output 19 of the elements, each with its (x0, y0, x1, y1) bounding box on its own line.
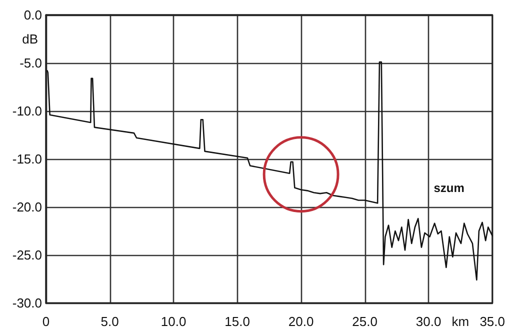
x-tick-label: 5.0 (100, 314, 119, 329)
line-series (46, 61, 493, 281)
y-axis-title: dB (22, 32, 38, 46)
y-tick-label: -25.0 (12, 248, 42, 262)
annotation: szum (434, 180, 464, 195)
x-tick-label: 20.0 (288, 314, 314, 329)
y-tick-label: -5.0 (20, 56, 42, 70)
x-tick-label: 15.0 (224, 314, 250, 329)
y-tick-label: -20.0 (12, 200, 42, 214)
x-tick-label: 0 (42, 314, 50, 329)
x-axis-title: km (452, 314, 470, 329)
y-tick-label: -30.0 (12, 296, 42, 310)
y-tick-label: -10.0 (12, 104, 42, 118)
x-tick-label: 25.0 (352, 314, 378, 329)
x-tick-label: 10.0 (160, 314, 186, 329)
x-tick-label: 30.0 (416, 314, 442, 329)
y-tick-label: -15.0 (12, 152, 42, 166)
y-tick-label: 0.0 (24, 8, 42, 22)
x-tick-label: 35.0 (480, 314, 506, 329)
